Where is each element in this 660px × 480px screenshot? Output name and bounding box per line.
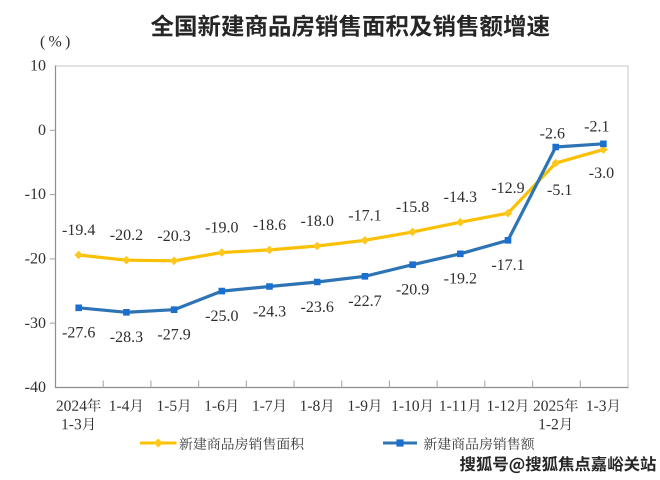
svg-text:-3.0: -3.0 <box>589 165 614 182</box>
svg-text:-14.3: -14.3 <box>444 189 477 206</box>
svg-text:-12.9: -12.9 <box>491 180 524 197</box>
svg-text:-5.1: -5.1 <box>547 182 572 199</box>
svg-text:-20.9: -20.9 <box>396 282 429 299</box>
svg-text:-17.1: -17.1 <box>491 257 524 274</box>
svg-text:-20: -20 <box>25 251 46 268</box>
svg-text:-20.3: -20.3 <box>157 228 190 245</box>
svg-text:-2.6: -2.6 <box>540 125 565 142</box>
svg-text:(%): (%) <box>40 33 74 50</box>
svg-text:-15.8: -15.8 <box>396 199 429 216</box>
svg-text:-17.1: -17.1 <box>348 207 381 224</box>
svg-text:-24.3: -24.3 <box>253 303 286 320</box>
svg-text:-25.0: -25.0 <box>205 308 238 325</box>
svg-text:-27.9: -27.9 <box>157 327 190 344</box>
svg-text:-10: -10 <box>25 186 46 203</box>
svg-text:-20.2: -20.2 <box>110 227 143 244</box>
svg-text:-23.6: -23.6 <box>301 299 334 316</box>
svg-text:-22.7: -22.7 <box>348 293 381 310</box>
svg-text:-19.4: -19.4 <box>62 222 95 239</box>
svg-text:-19.2: -19.2 <box>444 271 477 288</box>
svg-text:-18.6: -18.6 <box>253 217 286 234</box>
svg-text:-30: -30 <box>25 315 46 332</box>
svg-text:0: 0 <box>38 122 46 139</box>
svg-text:-40: -40 <box>25 379 46 396</box>
svg-text:-2.1: -2.1 <box>584 119 609 136</box>
svg-text:-19.0: -19.0 <box>205 220 238 237</box>
svg-text:-27.6: -27.6 <box>62 325 95 342</box>
svg-text:10: 10 <box>30 58 46 75</box>
svg-text:-28.3: -28.3 <box>110 329 143 346</box>
svg-text:-18.0: -18.0 <box>301 213 334 230</box>
